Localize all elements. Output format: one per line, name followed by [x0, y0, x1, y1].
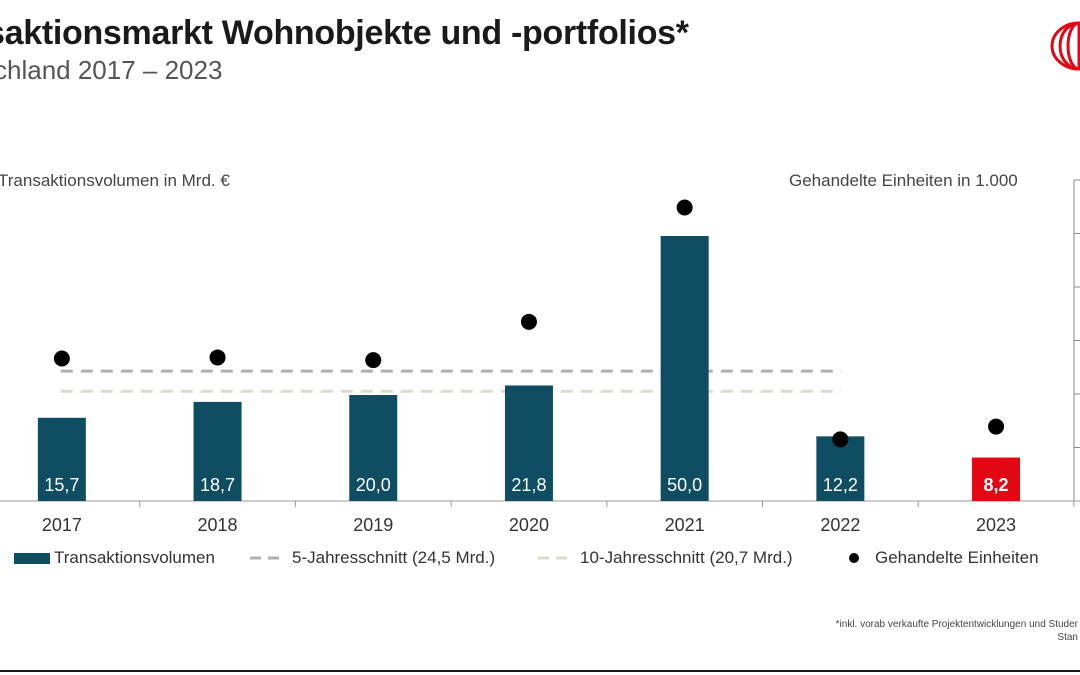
x-tick-label: 2022: [820, 515, 860, 535]
footnote-line-1: *inkl. vorab verkaufte Projektentwicklun…: [835, 619, 1078, 630]
chart-legend: Transaktionsvolumen 5-Jahresschnitt (24,…: [14, 548, 1080, 570]
x-tick-label: 2018: [198, 515, 238, 535]
bar-value-label: 12,2: [823, 475, 858, 495]
legend-label-10y-average: 10-Jahresschnitt (20,7 Mrd.): [580, 548, 793, 567]
units-dot-2019: [365, 352, 382, 369]
legend-label-volume: Transaktionsvolumen: [54, 548, 215, 567]
legend-swatch-bar: [14, 552, 50, 564]
legend-swatch-dot: [849, 553, 859, 563]
bar-2020: [504, 385, 553, 501]
bar-2021: [660, 236, 709, 501]
y-axis-label: Transaktionsvolumen in Mrd. €: [0, 171, 230, 190]
legend-item-10y-average: 10-Jahresschnitt (20,7 Mrd.): [538, 548, 793, 568]
x-tick-label: 2020: [509, 515, 549, 535]
units-dot-2017: [53, 350, 70, 367]
bar-value-label: 20,0: [356, 475, 391, 495]
legend-swatch-dash-beige: [538, 556, 574, 560]
bottom-rule: [0, 670, 1080, 672]
units-dot-2018: [209, 349, 226, 366]
bar-2018: [193, 401, 242, 501]
chart-subtitle: chland 2017 – 2023: [0, 55, 223, 85]
footnote: *inkl. vorab verkaufte Projektentwicklun…: [836, 618, 1078, 644]
x-tick-label: 2017: [42, 515, 82, 535]
bar-value-label: 18,7: [200, 475, 235, 495]
footnote-line-2: Stan: [1057, 632, 1078, 643]
bar-value-label: 8,2: [984, 475, 1009, 495]
units-dot-2021: [676, 199, 693, 216]
bar-2023: [972, 457, 1021, 501]
bar-value-label: 15,7: [44, 475, 79, 495]
legend-label-units: Gehandelte Einheiten: [875, 548, 1039, 567]
x-tick-label: 2019: [353, 515, 393, 535]
units-dot-2023: [988, 418, 1005, 435]
units-dot-2020: [520, 313, 537, 330]
jll-logo-icon: [1050, 20, 1080, 72]
bar-value-label: 50,0: [667, 475, 702, 495]
y2-axis-label: Gehandelte Einheiten in 1.000: [789, 171, 1018, 190]
bar-value-label: 21,8: [511, 475, 546, 495]
bar-chart: 15,7 2017 18,7 2018 20,0 2019 21,8 2020 50,0 2021…: [0, 179, 1080, 535]
legend-item-volume: Transaktionsvolumen: [14, 548, 215, 568]
legend-item-5y-average: 5-Jahresschnitt (24,5 Mrd.): [250, 548, 495, 568]
units-dot-2022: [832, 431, 849, 448]
chart-title: saktionsmarkt Wohnobjekte und -portfolio…: [0, 14, 689, 52]
legend-label-5y-average: 5-Jahresschnitt (24,5 Mrd.): [292, 548, 496, 567]
x-tick-label: 2021: [665, 515, 705, 535]
bar-2017: [37, 417, 86, 501]
x-tick-label: 2023: [976, 515, 1016, 535]
bar-2019: [349, 395, 398, 501]
legend-swatch-dash-gray: [250, 556, 286, 560]
legend-item-units: Gehandelte Einheiten: [849, 548, 1039, 568]
